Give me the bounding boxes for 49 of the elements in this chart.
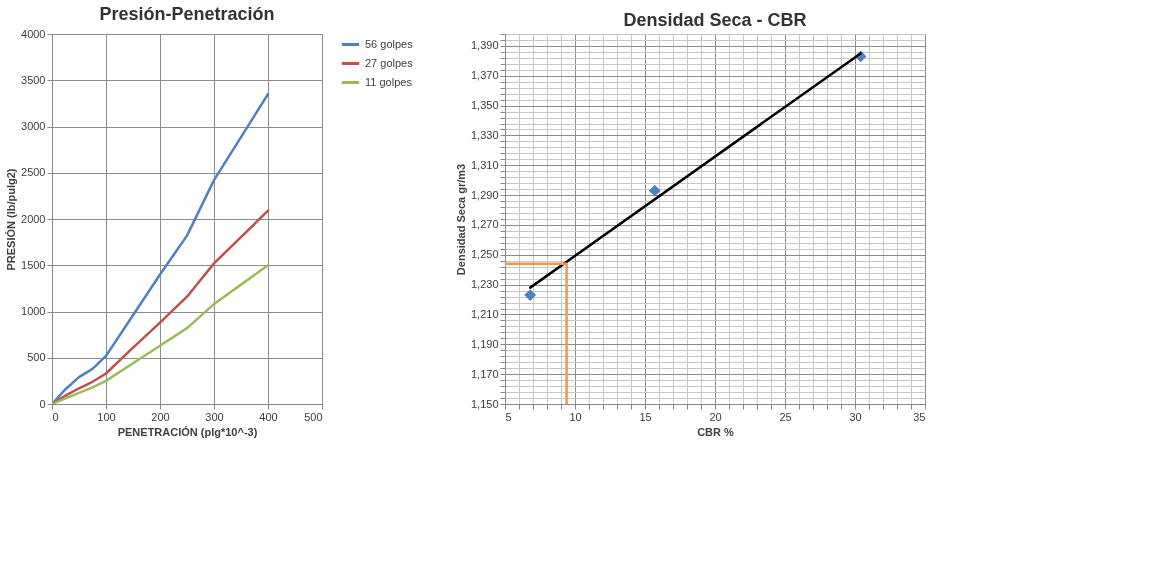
- y-tick-label: 1,190: [470, 337, 499, 350]
- point: [524, 289, 537, 301]
- x-axis-title: PENETRACIÓN (plg*10^-3): [117, 425, 258, 438]
- legend-label: 27 golpes: [365, 56, 414, 69]
- x-tick-label: 15: [639, 410, 652, 423]
- x-tick-label: 0: [52, 410, 59, 423]
- y-tick-label: 500: [27, 351, 46, 364]
- legend-label: 56 golpes: [365, 37, 414, 50]
- y-tick-label: 2500: [21, 166, 46, 179]
- line-series: [52, 92, 270, 404]
- line-series: [52, 264, 270, 404]
- y-tick-label: 1000: [21, 305, 46, 317]
- y-tick-label: 2000: [21, 212, 46, 225]
- x-tick-label: 10: [569, 410, 582, 423]
- x-tick-label: 500: [304, 410, 323, 423]
- y-tick-label: 1,290: [470, 188, 499, 201]
- x-tick-label: 25: [779, 410, 792, 423]
- y-tick-label: 1,210: [470, 307, 499, 320]
- x-tick-label: 5: [505, 410, 512, 423]
- y-tick-label: 1,390: [470, 39, 499, 52]
- x-tick-label: 30: [849, 410, 862, 423]
- chart-title: Presión-Penetración: [99, 4, 275, 24]
- x-tick-label: 400: [259, 410, 278, 423]
- y-axis-title: PRESIÓN (lb/pulg2): [5, 168, 18, 271]
- y-tick-label: 1,270: [470, 218, 499, 231]
- y-tick-label: 1,250: [470, 248, 499, 261]
- point: [648, 184, 661, 197]
- y-tick-label: 0: [39, 397, 46, 410]
- x-tick-label: 100: [97, 410, 116, 423]
- chart-title: Densidad Seca - CBR: [623, 9, 807, 30]
- y-tick-label: 1,350: [470, 99, 499, 112]
- x-tick-label: 200: [151, 410, 170, 423]
- line-series: [52, 209, 270, 404]
- y-tick-label: 1500: [21, 258, 46, 271]
- y-tick-label: 3500: [21, 73, 46, 86]
- y-tick-label: 1,370: [470, 69, 499, 82]
- y-tick-label: 1,230: [470, 278, 499, 291]
- y-tick-label: 4000: [21, 27, 46, 40]
- x-tick-label: 300: [205, 410, 224, 423]
- y-tick-label: 1,170: [470, 367, 499, 380]
- x-tick-label: 35: [913, 410, 926, 423]
- y-tick-label: 3000: [21, 120, 46, 132]
- x-axis-title: CBR %: [697, 425, 735, 438]
- y-tick-label: 1,150: [470, 397, 499, 410]
- legend-label: 11 golpes: [365, 75, 413, 88]
- x-tick-label: 20: [709, 410, 722, 423]
- y-tick-label: 1,310: [470, 158, 499, 171]
- y-axis-title: Densidad Seca gr/m3: [454, 163, 467, 276]
- y-tick-label: 1,330: [470, 128, 499, 141]
